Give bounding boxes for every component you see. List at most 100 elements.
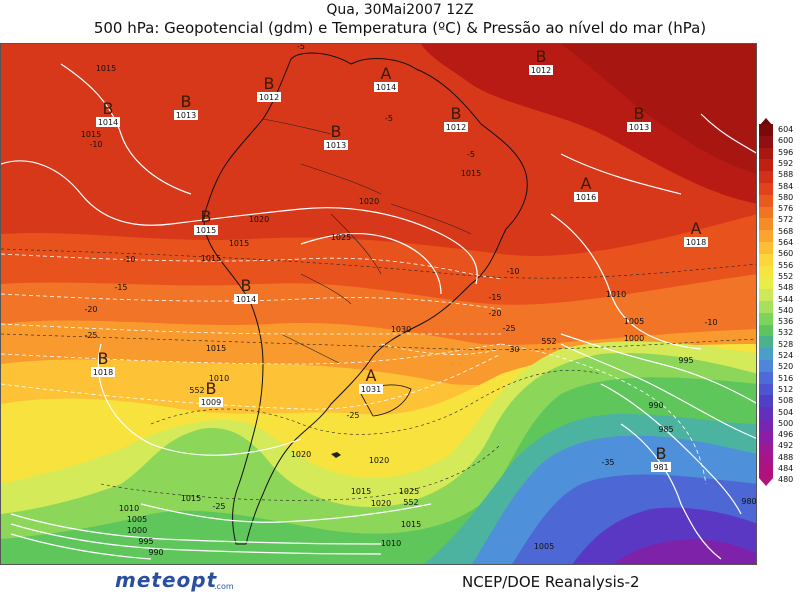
colorbar-tick-label: 576: [778, 204, 794, 214]
colorbar-bottom-arrow: [759, 478, 773, 486]
colorbar-tick-label: 548: [778, 283, 794, 293]
center-value: 981: [653, 463, 668, 472]
contour-label: -30: [506, 345, 519, 354]
contour-label: -5: [385, 114, 393, 123]
contour-label: 1005: [534, 542, 554, 551]
colorbar-tick-label: 512: [778, 384, 794, 394]
colorbar-segment: [759, 265, 773, 278]
center-letter: B: [634, 104, 645, 123]
contour-label: 1015: [96, 64, 116, 73]
colorbar-segment: [759, 407, 773, 420]
contour-label: 1015: [461, 169, 481, 178]
center-letter: B: [206, 379, 217, 398]
colorbar-tick-label: 592: [778, 158, 794, 168]
colorbar-tick-label: 588: [778, 170, 794, 180]
colorbar-segment: [759, 442, 773, 455]
colorbar-segment: [759, 124, 773, 137]
pressure-centers: A 1014 B 1012 B 1013 B 1014 B 1013 B 101…: [91, 47, 708, 472]
center-value: 1013: [326, 141, 346, 150]
meteopt-logo: meteopt: [115, 568, 218, 592]
colorbar-segment: [759, 147, 773, 160]
colorbar-tick-label: 552: [778, 271, 794, 281]
contour-label: -10: [506, 267, 519, 276]
contour-label: 1015: [351, 487, 371, 496]
contour-label: 1015: [181, 494, 201, 503]
contour-label: 1015: [229, 239, 249, 248]
contour-label: -10: [704, 318, 717, 327]
center-value: 1012: [446, 123, 466, 132]
pressure-center: B 1014: [234, 276, 258, 304]
contour-label: -35: [601, 458, 614, 467]
center-value: 1015: [196, 226, 216, 235]
center-value: 1014: [376, 83, 396, 92]
center-value: 1031: [361, 385, 381, 394]
isobars: [1, 63, 756, 560]
contour-label: 985: [658, 425, 673, 434]
center-value: 1013: [629, 123, 649, 132]
center-letter: B: [241, 276, 252, 295]
contour-label: 1000: [624, 334, 644, 343]
colorbar-tick-label: 484: [778, 464, 794, 473]
colorbar-tick-label: 532: [778, 328, 794, 338]
contour-label: -25: [212, 502, 225, 511]
contour-label: 552: [541, 337, 556, 346]
colorbar-segment: [759, 395, 773, 408]
contour-label: 1010: [381, 539, 401, 548]
contour-label: 990: [148, 548, 163, 557]
pressure-center: B 981: [651, 444, 671, 472]
pressure-center: B 1013: [627, 104, 651, 132]
colorbar-segment: [759, 336, 773, 349]
contour-label: -5: [297, 44, 305, 51]
contour-label: 1015: [206, 344, 226, 353]
center-value: 1016: [576, 193, 596, 202]
contour-label: 1015: [201, 254, 221, 263]
center-value: 1012: [531, 66, 551, 75]
center-value: 1018: [686, 238, 706, 247]
colorbar-tick-label: 540: [778, 305, 794, 315]
contour-label: 1020: [249, 215, 269, 224]
center-value: 1018: [93, 368, 113, 377]
colorbar-segment: [759, 383, 773, 396]
pressure-center: B 1012: [444, 104, 468, 132]
contour-label: 995: [138, 537, 153, 546]
pressure-center: A 1031: [359, 366, 383, 394]
pressure-center: B 1012: [257, 74, 281, 102]
colorbar-tick-label: 520: [778, 362, 794, 372]
colorbar-tick-label: 536: [778, 317, 794, 327]
center-letter: B: [181, 92, 192, 111]
contour-label: -25: [346, 411, 359, 420]
colorbar-tick-label: 556: [778, 260, 794, 270]
pressure-center: B 1009: [199, 379, 223, 407]
colorbar-tick-label: 580: [778, 192, 794, 202]
contour-label: 990: [648, 401, 663, 410]
center-letter: A: [581, 174, 592, 193]
center-letter: B: [201, 207, 212, 226]
colorbar-tick-label: 564: [778, 238, 794, 247]
colorbar-segment: [759, 324, 773, 337]
center-value: 1009: [201, 398, 221, 407]
colorbar-tick-label: 496: [778, 430, 794, 440]
colorbar-tick-label: 516: [778, 373, 794, 383]
contour-label: -10: [89, 140, 102, 149]
center-letter: A: [366, 366, 377, 385]
contour-label: -5: [467, 150, 475, 159]
center-value: 1012: [259, 93, 279, 102]
map-date-title: Qua, 30Mai2007 12Z: [326, 2, 474, 18]
colorbar-segment: [759, 253, 773, 267]
contour-label: -10: [122, 255, 135, 264]
colorbar-segment: [759, 360, 773, 373]
colorbar-segment: [759, 159, 773, 172]
pressure-center: B 1014: [96, 99, 120, 127]
contour-label: 1020: [291, 450, 311, 459]
colorbar-tick-label: 596: [778, 147, 794, 157]
contour-label: 1010: [119, 504, 139, 513]
pressure-center: A 1018: [684, 219, 708, 247]
meteopt-logo-suffix: .com: [214, 582, 234, 591]
isotherms: [1, 253, 707, 485]
colorbar-segment: [759, 218, 773, 231]
center-letter: B: [451, 104, 462, 123]
weather-map: A 1014 B 1012 B 1013 B 1014 B 1013 B 101…: [0, 43, 757, 565]
pressure-center: B 1018: [91, 349, 115, 377]
contour-label: 1030: [391, 325, 411, 334]
contour-label: 1015: [401, 520, 421, 529]
